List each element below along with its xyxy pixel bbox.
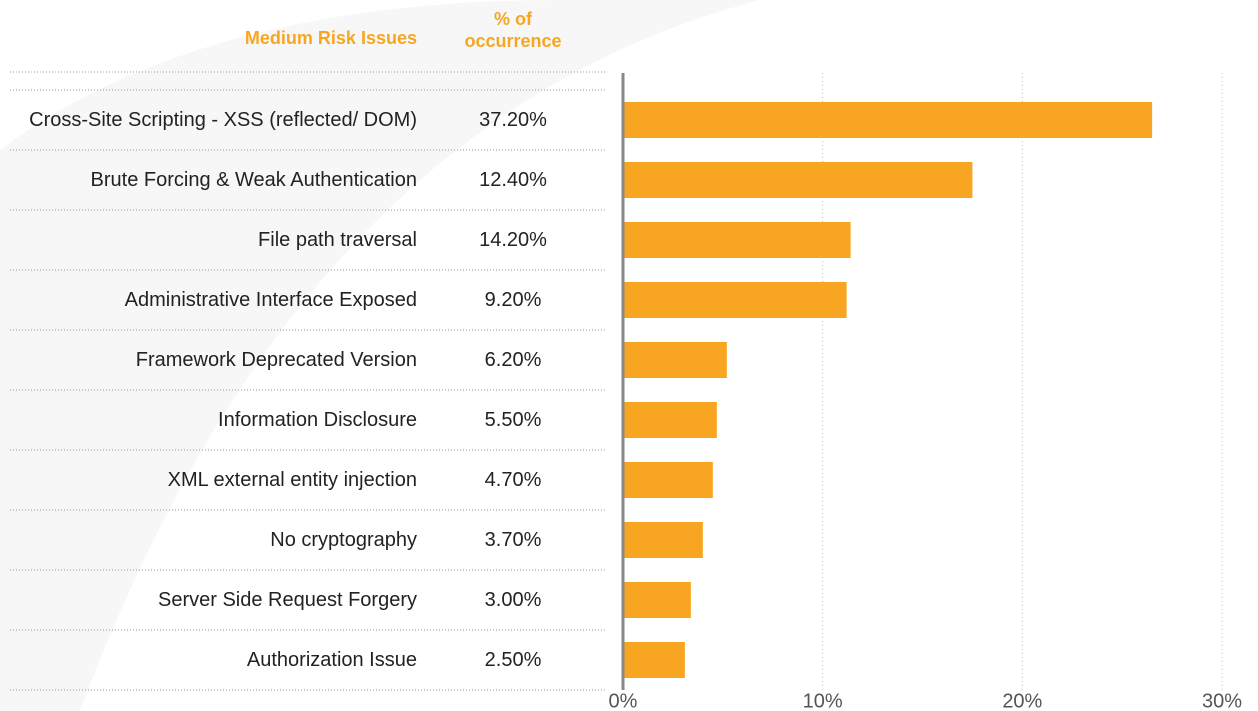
occurrence-label: 6.20% [484,349,542,371]
category-label: XML external entity injection [167,469,417,491]
category-label: Authorization Issue [246,649,417,671]
bar [623,462,713,498]
category-label: Information Disclosure [218,409,417,431]
occurrence-label: 3.00% [484,589,542,611]
occurrence-label: 37.20% [479,109,547,131]
x-tick-label: 0% [609,690,638,711]
occurrence-label: 14.20% [479,229,547,251]
background-shape [0,0,760,711]
occurrence-label: 5.50% [484,409,542,431]
occurrence-label: 9.20% [484,289,542,311]
bar [623,402,717,438]
x-tick-label: 10% [803,690,843,711]
bar [623,282,847,318]
column-header: % of occurrence [464,9,562,51]
category-label: Cross-Site Scripting - XSS (reflected/ D… [29,109,417,131]
bar [623,162,973,198]
bar [623,342,727,378]
bar [623,522,703,558]
occurrence-label: 12.40% [479,169,547,191]
occurrence-label: 2.50% [484,649,542,671]
column-header: Medium Risk Issues [244,28,417,48]
category-label: No cryptography [270,529,417,551]
x-tick-label: 30% [1202,690,1242,711]
category-label: Administrative Interface Exposed [124,289,417,311]
x-tick-label: 20% [1002,690,1042,711]
bar [623,102,1153,138]
category-label: Brute Forcing & Weak Authentication [90,169,417,191]
category-label: File path traversal [258,229,417,251]
bar [623,582,691,618]
bar [623,642,685,678]
category-label: Framework Deprecated Version [135,349,417,371]
category-label: Server Side Request Forgery [157,589,417,611]
occurrence-label: 3.70% [484,529,542,551]
occurrence-label: 4.70% [484,469,542,491]
bar [623,222,851,258]
